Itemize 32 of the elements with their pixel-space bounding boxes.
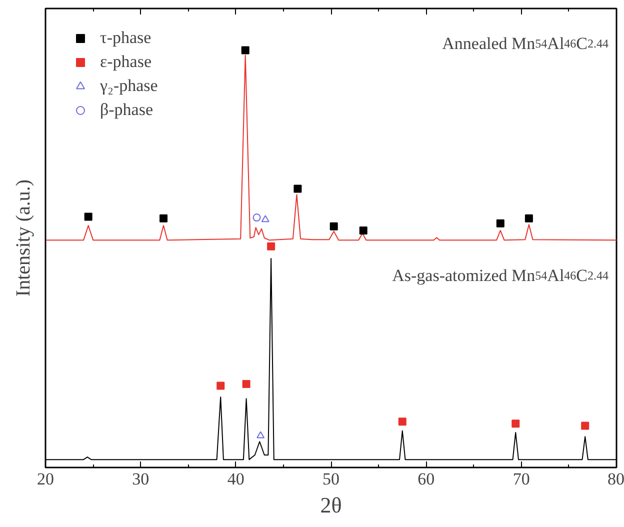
point (241, 46, 250, 54)
point (160, 214, 168, 222)
point (398, 418, 406, 426)
x-axis-title: 2θ (320, 492, 342, 518)
point (581, 422, 590, 430)
x-tick-label: 70 (512, 470, 530, 488)
y-axis-title: Intensity (a.u.) (12, 179, 34, 297)
point (359, 226, 368, 234)
legend-label: ε-phase (100, 52, 152, 72)
point (330, 222, 338, 230)
point (216, 382, 225, 390)
x-tick-label: 80 (608, 470, 624, 488)
x-tick-label: 20 (37, 470, 54, 488)
point (512, 420, 520, 428)
annotation: As-gas-atomized Mn54Al46C2.44 (392, 266, 608, 285)
legend-label: β-phase (100, 100, 154, 120)
x-tick-label: 30 (132, 470, 150, 488)
x-tick-label: 60 (418, 470, 435, 488)
point (496, 219, 504, 228)
point (242, 380, 250, 388)
point (267, 242, 276, 250)
legend-label: γ₂-phase (100, 76, 158, 96)
point (294, 184, 302, 193)
annotation: Annealed Mn54Al46C2.44 (442, 34, 608, 53)
legend-label: τ-phase (100, 28, 152, 48)
x-tick-label: 50 (322, 470, 340, 488)
point (256, 431, 265, 438)
point (252, 214, 261, 222)
x-tick-label: 40 (227, 470, 244, 488)
point (524, 214, 533, 222)
point (261, 215, 270, 222)
point (84, 212, 92, 221)
